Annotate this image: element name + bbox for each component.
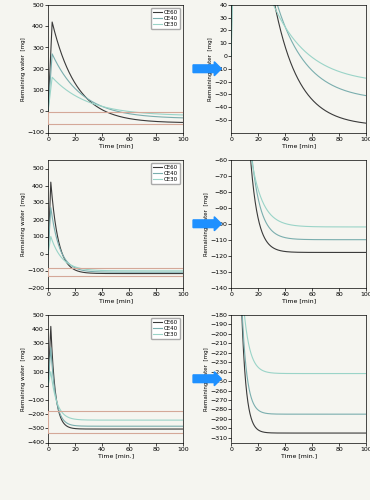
Bar — [48, 410, 183, 432]
Bar — [48, 112, 183, 124]
Y-axis label: Remaining water  [mg]: Remaining water [mg] — [21, 347, 26, 410]
X-axis label: Time [min]: Time [min] — [98, 143, 133, 148]
Y-axis label: Remaining water  [mg]: Remaining water [mg] — [208, 37, 213, 100]
X-axis label: Time [min.]: Time [min.] — [98, 453, 134, 458]
Y-axis label: Remaining water  [mg]: Remaining water [mg] — [21, 192, 26, 256]
Bar — [48, 268, 183, 276]
X-axis label: Time [min]: Time [min] — [282, 143, 316, 148]
X-axis label: Time [min]: Time [min] — [98, 298, 133, 303]
Y-axis label: Remaining water  [mg]: Remaining water [mg] — [204, 192, 209, 256]
Legend: CE60, CE40, CE30: CE60, CE40, CE30 — [151, 8, 180, 29]
Legend: CE60, CE40, CE30: CE60, CE40, CE30 — [151, 163, 180, 184]
Y-axis label: Remaining water  [mg]: Remaining water [mg] — [21, 37, 26, 100]
Legend: CE60, CE40, CE30: CE60, CE40, CE30 — [151, 318, 180, 339]
X-axis label: Time [min]: Time [min] — [282, 298, 316, 303]
Y-axis label: Remaining water  [mg]: Remaining water [mg] — [204, 347, 209, 410]
X-axis label: Time [min.]: Time [min.] — [281, 453, 317, 458]
